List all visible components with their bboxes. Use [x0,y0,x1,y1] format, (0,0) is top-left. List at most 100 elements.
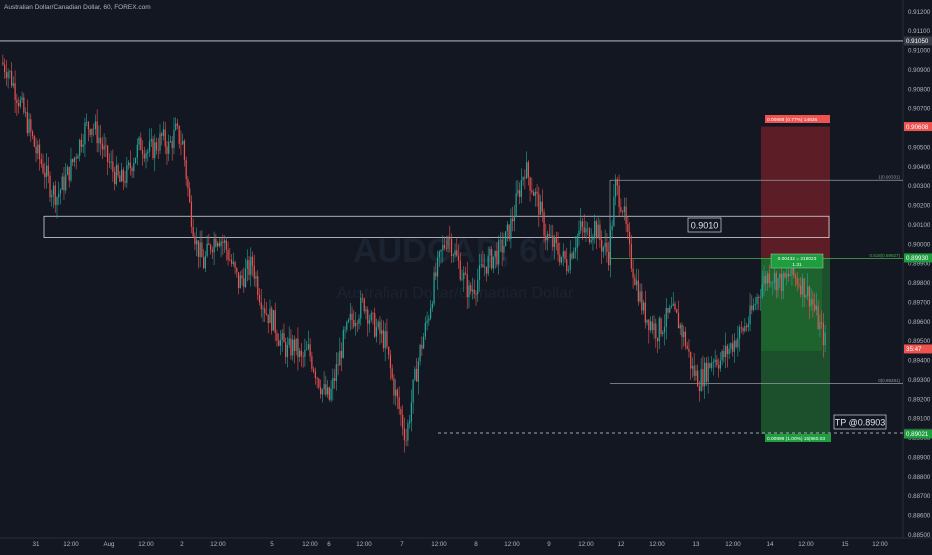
candle-body [129,162,131,168]
candle-body [122,169,124,182]
candle-body [230,259,233,264]
candle-body [192,226,194,237]
candle-body [580,221,582,231]
candle-body [386,331,388,347]
candle-body [171,141,173,149]
candle-body [761,284,763,297]
candle-body [510,218,512,240]
candle-body [487,255,489,274]
candle-body [557,243,559,255]
candle-body [662,332,664,334]
candle-body [660,318,662,334]
candle-body [203,257,205,269]
candle-body [180,143,182,145]
candle-body [333,378,336,381]
candle-body [340,350,343,358]
candle-body [667,308,669,313]
candle-body [239,275,241,289]
x-tick-label: 14 [767,541,774,548]
candle-body [49,175,51,198]
candle-body [735,340,737,348]
candle-body [330,388,332,400]
stop-price-tag-bg [904,122,932,132]
y-tick-label: 0.90900 [908,67,931,74]
candle-body [484,266,486,268]
candle-body [583,226,585,233]
candle-body [206,243,208,256]
candle-body [538,193,540,215]
y-tick-label: 0.91000 [908,48,931,55]
candle-body [712,362,715,364]
candle-body [407,423,409,441]
candle-body [731,343,734,352]
tp-label: TP @0.8903 [833,414,887,430]
candle-body [409,421,411,424]
candle-body [375,327,378,337]
y-tick-label: 0.90800 [908,86,931,93]
candle-body [796,278,798,285]
candle-body [365,309,367,312]
x-tick-label: 8 [474,541,478,548]
candle-body [498,240,500,265]
candle-body [283,333,285,343]
candle-body [100,137,102,144]
candle-body [581,221,584,227]
candle-body [786,273,788,278]
candle-body [433,272,435,304]
candle-body [119,175,121,182]
candle-body [445,247,447,249]
candle-body [552,235,554,248]
candle-body [16,99,18,104]
candle-body [672,303,674,306]
level-price-tag-text: 0.91050 [906,38,929,45]
candle-body [639,291,641,302]
candle-body [313,368,315,372]
candle-body [642,302,645,311]
candle-body [637,280,639,302]
candle-body [436,257,439,277]
candle-body [368,320,371,324]
candle-body [353,320,355,327]
candle-body [257,276,259,296]
candle-body [54,185,56,205]
target-info-box [765,434,831,442]
candle-body [279,339,282,346]
candle-body [150,139,152,142]
x-tick-label: 12:00 [578,541,594,548]
current-price-tag-bg [904,344,932,354]
candle-body [391,368,393,379]
y-tick-label: 0.90700 [908,106,931,113]
candle-body [464,272,467,275]
candle-body [601,239,603,252]
candle-body [98,137,100,144]
y-tick-label: 0.89100 [908,416,931,423]
candle-body [807,286,809,296]
candle-body [164,129,166,147]
candle-body [628,232,631,244]
candle-body [147,151,149,154]
candle-body [346,321,348,330]
candle-body [113,172,116,185]
candle-body [229,259,231,261]
candle-body [679,324,681,329]
candle-body [281,333,283,340]
candle-body [299,350,301,358]
candle-body [4,64,6,73]
candle-body [564,251,566,260]
candle-body [367,309,369,324]
candle-body [791,263,793,275]
candle-body [344,329,346,331]
candle-body [398,397,400,409]
candle-body [550,235,552,237]
candle-body [389,354,392,369]
candle-body [51,195,53,198]
candle-body [241,275,243,279]
candle-body [821,322,823,323]
candle-body [529,177,531,191]
candle-body [70,159,72,181]
x-tick-label: 12:00 [725,541,741,548]
candle-body [316,378,318,379]
candle-body [297,338,299,358]
candle-body [21,97,23,100]
